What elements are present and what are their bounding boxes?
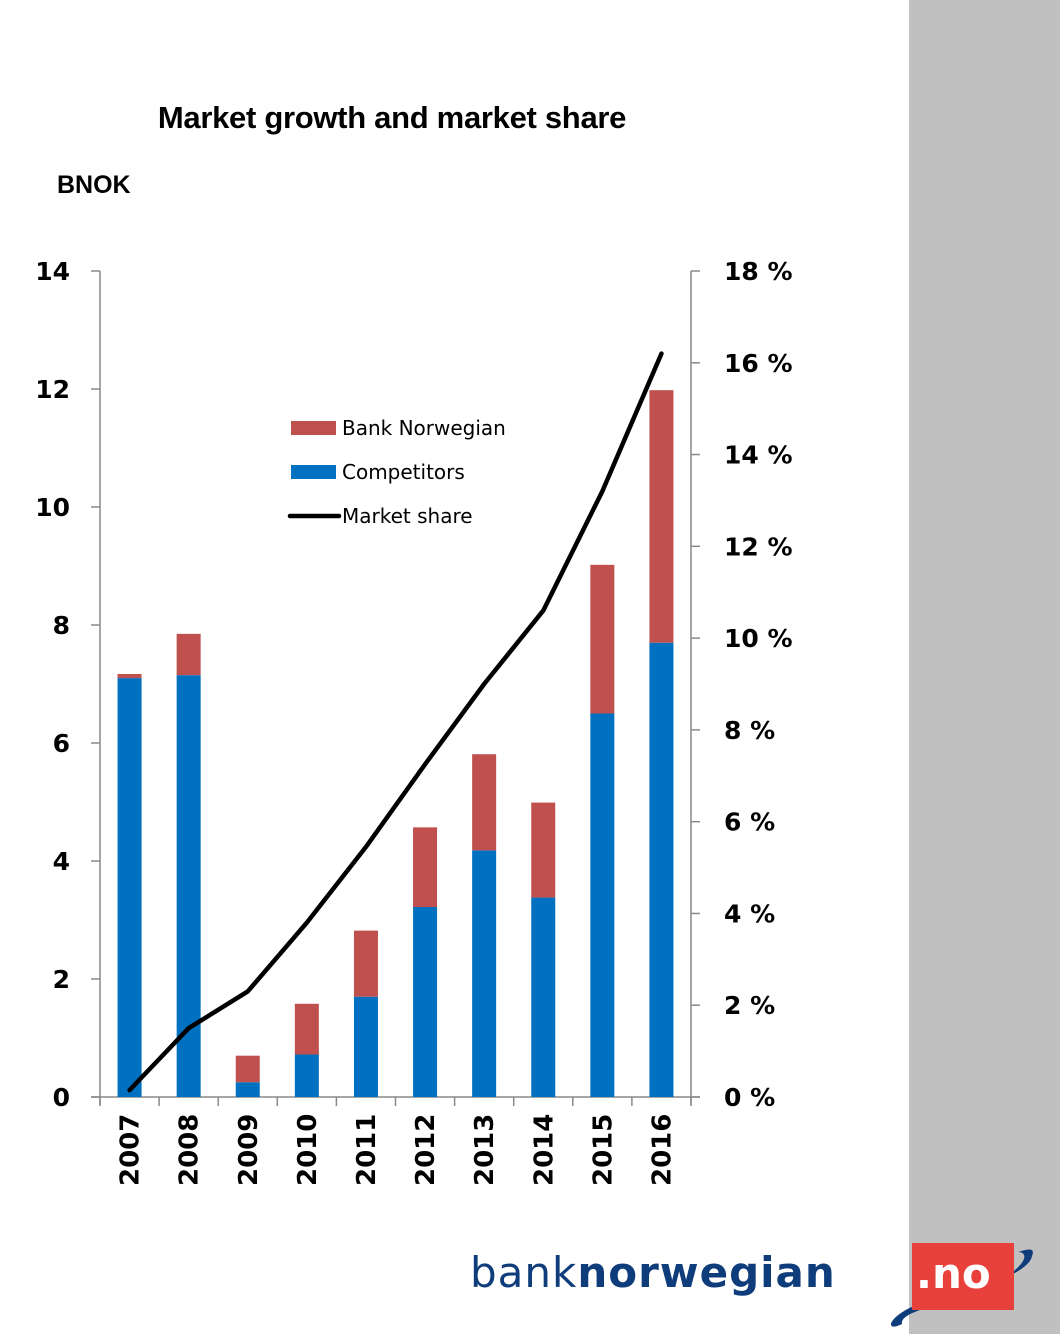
logo-tld-box [912,1243,1014,1310]
side-panel [909,0,1060,1334]
legend-label-competitors: Competitors [342,460,465,484]
x-tick-label: 2009 [234,1114,264,1186]
right-y-tick-label: 18 % [724,257,793,286]
bar-bank-norwegian-2016 [649,390,674,643]
market-share-line [127,351,664,1093]
x-tick-label: 2016 [647,1114,677,1186]
legend-label-market-share: Market share [342,504,473,528]
bar-competitors-2010 [294,1054,319,1097]
left-y-tick-label: 8 [53,611,70,640]
axes: 0 2 4 6 8 10 12 14 0 % 2 % 4 % 6 % 8 % 10 % 12 % 14 % 16… [35,257,792,1186]
bar-competitors-2012 [413,907,438,1097]
left-y-tick-label: 14 [35,257,70,286]
bar-bank-norwegian-2012 [413,827,438,908]
bar-bank-norwegian-2013 [472,754,497,851]
right-y-tick-label: 8 % [724,716,775,745]
banknorwegian-logo: banknorwegian .no [470,1240,1060,1334]
x-tick-label: 2015 [588,1114,618,1186]
x-tick-label: 2011 [352,1114,382,1186]
chart-title: Market growth and market share [157,100,627,135]
legend-swatch-bank-norwegian [291,421,336,435]
logo-tld: .no [916,1249,991,1298]
bar-bank-norwegian-2008 [176,633,201,676]
right-y-tick-label: 4 % [724,899,775,928]
right-y-tick-label: 12 % [724,532,793,561]
chart-plot: 0 2 4 6 8 10 12 14 0 % 2 % 4 % 6 % 8 % 10 % 12 % 14 % 16… [35,257,792,1186]
y-axis-unit-label: BNOK [57,171,131,199]
left-y-tick-label: 6 [53,729,70,758]
logo-text-bank: bank [470,1248,578,1297]
left-y-tick-label: 4 [53,847,70,876]
legend-swatch-competitors [291,465,336,479]
right-y-tick-label: 10 % [724,624,793,653]
bars [117,390,674,1097]
right-y-tick-label: 16 % [724,349,793,378]
legend: Bank Norwegian Competitors Market share [287,416,506,528]
bar-competitors-2015 [590,713,615,1097]
x-tick-label: 2014 [529,1114,559,1186]
bar-bank-norwegian-2007 [117,673,142,679]
logo-text-norwegian: norwegian [577,1248,836,1297]
right-y-tick-label: 14 % [724,441,793,470]
bar-competitors-2013 [472,850,497,1097]
left-y-tick-label: 12 [35,375,70,404]
bar-bank-norwegian-2011 [353,930,378,997]
market-share-line-path [127,351,664,1093]
bar-bank-norwegian-2010 [294,1003,319,1055]
bar-bank-norwegian-2009 [235,1055,260,1083]
bar-competitors-2009 [235,1082,260,1097]
left-y-tick-label: 0 [53,1083,70,1112]
x-tick-label: 2010 [293,1114,323,1186]
bar-competitors-2016 [649,642,674,1097]
right-y-tick-label: 0 % [724,1083,775,1112]
left-y-tick-label: 10 [35,493,70,522]
bar-bank-norwegian-2015 [590,564,615,714]
right-y-tick-label: 2 % [724,991,775,1020]
logo-wordmark: banknorwegian [470,1248,836,1297]
left-y-tick-label: 2 [53,965,70,994]
bar-competitors-2007 [117,678,142,1097]
right-y-tick-label: 6 % [724,808,775,837]
bar-competitors-2014 [531,897,556,1097]
legend-label-bank-norwegian: Bank Norwegian [342,416,506,440]
x-tick-label: 2008 [175,1114,205,1186]
x-tick-label: 2012 [411,1114,441,1186]
bar-competitors-2011 [353,996,378,1097]
x-tick-label: 2013 [470,1114,500,1186]
x-tick-label: 2007 [116,1114,146,1186]
bar-bank-norwegian-2014 [531,802,556,898]
